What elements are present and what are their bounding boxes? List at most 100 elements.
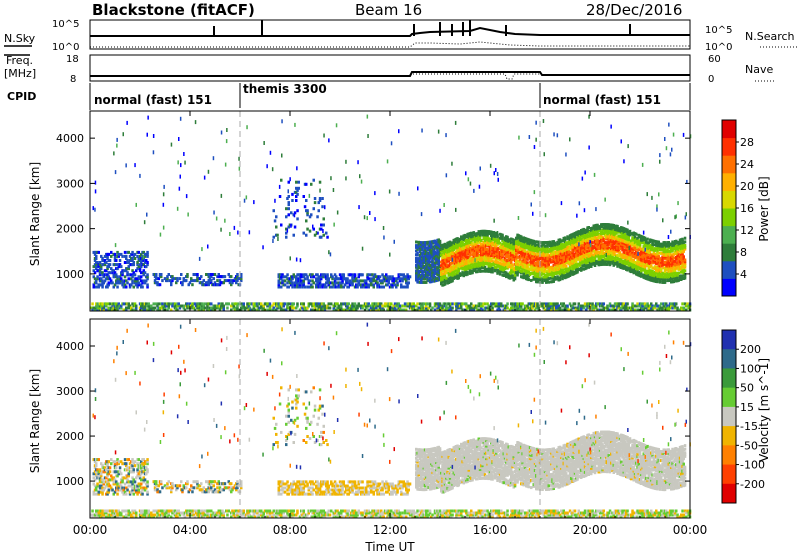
- echo-cell: [93, 259, 97, 262]
- echo-cell: [131, 275, 134, 279]
- echo-cell: [161, 304, 164, 308]
- echo-cell: [176, 304, 179, 308]
- echo-cell: [101, 283, 104, 287]
- echo-cell: [351, 281, 354, 285]
- echo-cell: [370, 277, 373, 281]
- echo-cell: [95, 263, 98, 267]
- echo-cell: [236, 304, 239, 308]
- echo-cell: [666, 304, 669, 308]
- echo-cell: [513, 304, 517, 308]
- echo-cell: [141, 302, 144, 306]
- echo-cell: [352, 308, 355, 312]
- echo-cell: [131, 302, 134, 306]
- echo-cell: [261, 308, 264, 312]
- echo-cell: [97, 265, 100, 269]
- echo-cell: [302, 283, 305, 287]
- echo-cell: [451, 279, 454, 283]
- echo-cell: [138, 269, 142, 273]
- echo-cell: [306, 209, 309, 213]
- echo-cell: [430, 280, 433, 284]
- echo-cell: [442, 277, 445, 281]
- echo-cell: [128, 285, 132, 289]
- echo-cell: [467, 232, 470, 236]
- echo-cell: [146, 252, 149, 256]
- echo-cell: [115, 302, 118, 306]
- echo-cell: [445, 278, 448, 282]
- echo-cell: [505, 304, 508, 308]
- echo-cell: [112, 308, 115, 312]
- echo-cell: [455, 237, 458, 241]
- echo-cell: [421, 262, 424, 266]
- echo-cell: [665, 306, 668, 310]
- echo-cell: [462, 266, 465, 270]
- echo-cell: [421, 248, 424, 252]
- echo-cell: [323, 273, 327, 277]
- echo-cell: [477, 304, 480, 308]
- echo-cell: [555, 308, 558, 312]
- echo-cell: [342, 273, 345, 277]
- echo-cell: [673, 304, 677, 308]
- echo-cell: [110, 267, 113, 271]
- echo-cell: [173, 306, 177, 310]
- echo-cell: [373, 273, 377, 277]
- echo-cell: [226, 306, 229, 310]
- echo-cell: [121, 271, 124, 275]
- echo-cell: [376, 285, 379, 289]
- echo-cell: [130, 259, 133, 262]
- echo-cell: [340, 306, 343, 310]
- echo-cell: [92, 283, 95, 287]
- echo-cell: [237, 277, 240, 281]
- echo-cell: [470, 240, 473, 244]
- echo-cell: [415, 258, 418, 262]
- echo-cell: [350, 273, 353, 277]
- echo-cell: [401, 304, 404, 308]
- echo-cell: [186, 302, 189, 306]
- echo-cell: [122, 281, 125, 285]
- echo-cell: [182, 277, 185, 281]
- echo-cell: [660, 302, 663, 306]
- echo-cell: [346, 308, 349, 312]
- echo-cell: [356, 279, 359, 283]
- echo-cell: [432, 274, 435, 278]
- echo-cell: [313, 201, 317, 205]
- echo-cell: [588, 302, 592, 306]
- echo-cell: [445, 244, 448, 248]
- echo-cell: [112, 269, 115, 273]
- echo-cell: [287, 225, 290, 229]
- echo-cell: [97, 283, 100, 287]
- echo-cell: [116, 277, 119, 281]
- echo-cell: [418, 262, 422, 266]
- echo-cell: [115, 308, 118, 312]
- echo-cell: [481, 304, 484, 308]
- echo-cell: [237, 302, 240, 306]
- echo-cell: [95, 265, 98, 269]
- echo-cell: [450, 249, 453, 253]
- echo-cell: [427, 262, 430, 266]
- echo-cell: [316, 231, 319, 235]
- echo-cell: [315, 277, 318, 281]
- echo-cell: [445, 247, 448, 251]
- echo-cell: [460, 304, 463, 308]
- echo-cell: [352, 306, 355, 310]
- echo-cell: [227, 302, 230, 306]
- echo-cell: [587, 302, 590, 306]
- echo-cell: [378, 275, 382, 279]
- echo-cell: [102, 259, 105, 262]
- echo-cell: [217, 273, 220, 276]
- echo-cell: [665, 308, 668, 312]
- echo-cell: [415, 253, 418, 257]
- echo-cell: [377, 277, 380, 281]
- echo-cell: [443, 250, 447, 254]
- echo-cell: [386, 275, 389, 279]
- echo-cell: [428, 276, 432, 280]
- echo-cell: [597, 302, 600, 306]
- echo-cell: [387, 306, 390, 310]
- echo-cell: [326, 275, 329, 279]
- echo-cell: [377, 302, 380, 306]
- echo-cell: [530, 304, 533, 308]
- echo-cell: [490, 304, 493, 308]
- echo-cell: [455, 306, 458, 310]
- echo-cell: [140, 257, 143, 260]
- echo-cell: [100, 302, 103, 306]
- echo-cell: [105, 254, 108, 258]
